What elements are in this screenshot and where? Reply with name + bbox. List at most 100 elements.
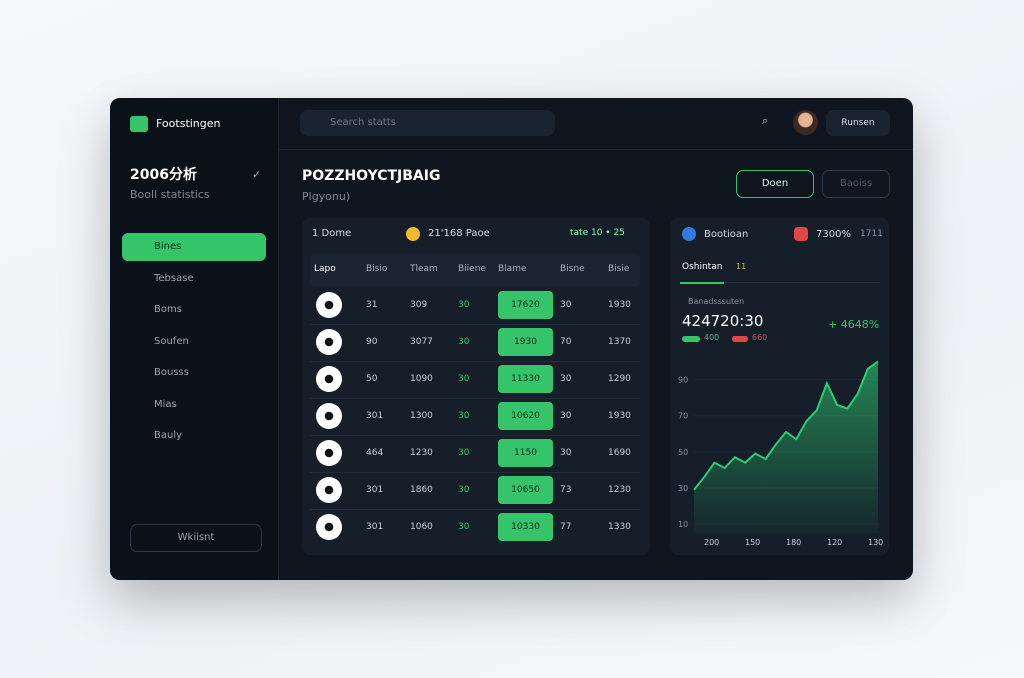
status-pill[interactable]: 10330: [498, 513, 553, 541]
column-header: Tleam: [410, 264, 438, 274]
main-title: POZZHOYCTJBAIG: [302, 168, 441, 184]
row-divider: [310, 361, 640, 362]
app-window: Footstingen 2006分析 Booll statistics ✓ Bi…: [110, 98, 913, 580]
row-divider: [310, 472, 640, 473]
big-number: 424720:30: [682, 312, 764, 330]
nav-item[interactable]: Bines: [122, 233, 266, 261]
cell: 30: [458, 485, 470, 495]
x-tick-label: 130: [868, 538, 883, 547]
cell: 73: [560, 485, 572, 495]
badge: 1711: [860, 229, 883, 239]
footer-button[interactable]: Wkiisnt: [130, 524, 262, 552]
cell: 1330: [608, 522, 631, 532]
badge: 7300%: [816, 229, 851, 240]
small-label: 400: [704, 333, 720, 342]
status-pill[interactable]: 1930: [498, 328, 553, 356]
search-box[interactable]: Search statts: [300, 110, 555, 136]
table-panel: 1 Dome 21'168 Paoe tate 10 • 25 Lapo Bisi…: [302, 218, 650, 555]
ball-icon: [316, 292, 342, 318]
line: [693, 360, 879, 491]
nav-item[interactable]: Bousss: [154, 367, 189, 378]
filter[interactable]: 21'168 Paoe: [428, 228, 490, 239]
area-chart: 10 30 50 70 90 200 150 180 120 130: [678, 360, 883, 547]
tab-line: [680, 282, 880, 284]
filter[interactable]: 1 Dome: [312, 228, 352, 239]
nav-item[interactable]: Tebsase: [154, 272, 194, 284]
column-header: Lapo: [314, 264, 336, 274]
tab[interactable]: Oshintan: [682, 262, 723, 272]
cell: 1300: [410, 411, 433, 421]
ball-icon: [316, 477, 342, 503]
x-tick-label: 120: [827, 538, 842, 547]
status-pill[interactable]: 10650: [498, 476, 553, 504]
legend: Banadsssuten: [688, 297, 745, 306]
icon: [682, 227, 696, 241]
y-tick-label: 30: [678, 484, 688, 493]
column-header: Bisne: [560, 264, 585, 274]
pill: [732, 336, 748, 342]
cell: 30: [458, 448, 470, 458]
logo: [130, 116, 148, 132]
ball-icon: [316, 403, 342, 429]
cell: 1290: [608, 374, 631, 384]
status-pill[interactable]: 10620: [498, 402, 553, 430]
x-tick-label: 150: [745, 538, 760, 547]
small-label: 660: [752, 333, 768, 342]
status-pill[interactable]: 17620: [498, 291, 553, 319]
cell: 30: [458, 522, 470, 532]
divider: [278, 149, 913, 150]
cell: 1930: [608, 411, 631, 421]
sidebar-title: 2006分析: [130, 167, 197, 183]
secondary-button[interactable]: Baoiss: [822, 170, 890, 198]
status-pill[interactable]: 1150: [498, 439, 553, 467]
cell: 301: [366, 522, 384, 532]
nav-item[interactable]: Soufen: [154, 335, 189, 347]
y-tick-label: 50: [678, 448, 688, 457]
cell: 1860: [410, 485, 433, 495]
row-divider: [310, 435, 640, 436]
ball-icon: [316, 514, 342, 540]
check-icon: ✓: [252, 168, 262, 181]
tab-note: 11: [736, 262, 747, 271]
filter[interactable]: tate 10 • 25: [570, 228, 625, 238]
cell: 50: [366, 374, 378, 384]
area: [694, 361, 878, 533]
nav-item[interactable]: Bauly: [154, 430, 183, 441]
ball-icon: [316, 329, 342, 355]
y-tick-label: 90: [678, 376, 688, 385]
cell: 30: [458, 411, 470, 421]
cell: 1060: [410, 522, 433, 532]
row-divider: [310, 509, 640, 510]
ball-icon: [316, 366, 342, 392]
pill: [682, 336, 700, 342]
brand: Footstingen: [156, 117, 221, 130]
column-header: Bisie: [608, 264, 630, 274]
cell: 309: [410, 300, 428, 310]
user-button[interactable]: Runsen: [826, 110, 890, 136]
stats-panel: Bootioan 7300% 1711 Oshintan 11 Banadsss…: [670, 218, 889, 555]
cell: 30: [560, 411, 572, 421]
nav-item[interactable]: Mias: [154, 398, 177, 410]
column-header: Blame: [498, 264, 527, 274]
column-header: Bisio: [366, 264, 388, 274]
cell: 31: [366, 300, 378, 310]
search-icon[interactable]: ⌕: [762, 114, 769, 127]
primary-button[interactable]: Doen: [736, 170, 814, 198]
cell: 70: [560, 337, 572, 347]
delta: + 4648%: [828, 318, 880, 331]
cell: 30: [560, 300, 572, 310]
row-divider: [310, 324, 640, 325]
cell: 77: [560, 522, 572, 532]
status-pill[interactable]: 11330: [498, 365, 553, 393]
coin-icon: [406, 227, 420, 241]
column-header: Biiene: [458, 264, 486, 274]
x-tick-label: 180: [786, 538, 801, 547]
icon: [794, 227, 808, 241]
nav-item[interactable]: Boms: [154, 304, 182, 315]
cell: 1230: [410, 448, 433, 458]
avatar[interactable]: [793, 110, 818, 135]
cell: 30: [560, 448, 572, 458]
x-tick-label: 200: [704, 538, 719, 547]
cell: 464: [366, 448, 384, 458]
cell: 30: [458, 300, 470, 310]
